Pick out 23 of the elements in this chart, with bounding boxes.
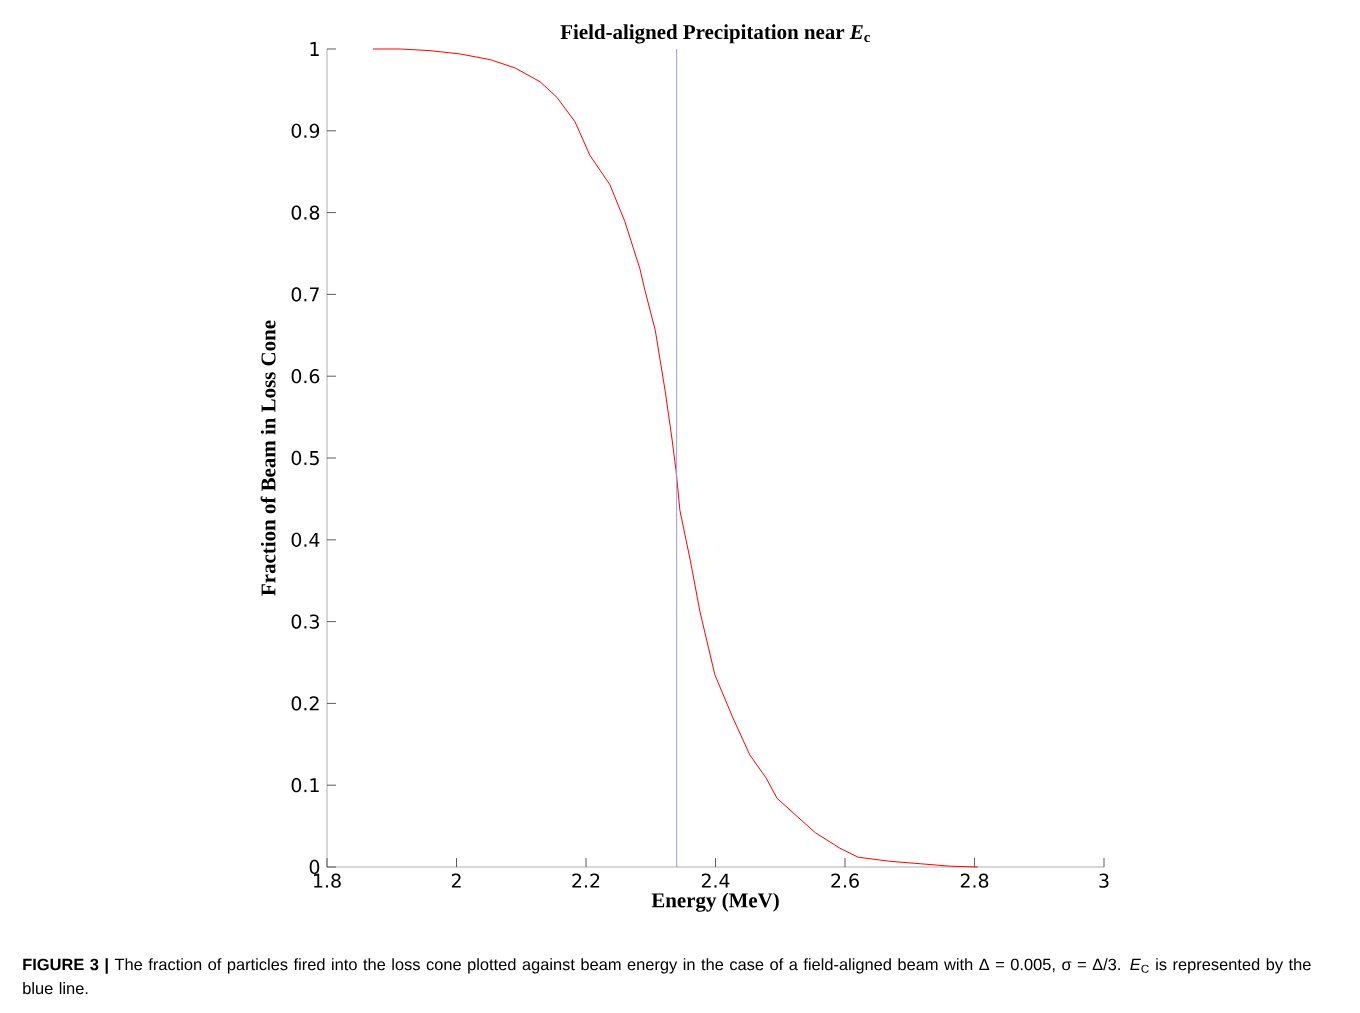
chart-title: Field-aligned Precipitation near E$_{c}$ [560, 24, 870, 44]
x-tick-label: 2.8 [960, 873, 989, 888]
y-tick-label: 0.4 [291, 532, 320, 547]
x-tick-label: 3 [1099, 873, 1109, 888]
x-axis-title: Energy (MeV) [651, 892, 779, 912]
y-tick-label: 0.6 [291, 369, 320, 384]
x-tick-label: 2.2 [572, 873, 600, 888]
text: FIGURE 3 | The fraction of particles fired into the loss cone plotted against beam energy in the case of a field-aligned beam with Δ = 0.005, σ = Δ/3. E$_{C}$ is represented by the blue line. [23, 958, 1311, 995]
y-tick-label: 0.9 [291, 123, 320, 138]
y-tick-label: 0.1 [291, 778, 319, 793]
y-axis-title: Fraction of Beam in Loss Cone [260, 320, 276, 596]
y-tick-label: 1 [310, 42, 319, 56]
x-tick-label: 2 [451, 873, 461, 888]
x-tick-label: 2.4 [701, 873, 730, 888]
line-series [372, 48, 979, 868]
y-tick-label: 0.7 [291, 287, 319, 302]
y-tick-label: 0.3 [291, 614, 319, 629]
y-tick-label: 0 [309, 859, 320, 875]
x-tick-label: 2.6 [831, 873, 859, 888]
y-tick-label: 0.5 [291, 450, 319, 466]
y-tick-label: 0.2 [291, 696, 319, 711]
x-tick-label: 1.8 [314, 873, 341, 888]
y-tick-label: 0.8 [291, 205, 320, 220]
